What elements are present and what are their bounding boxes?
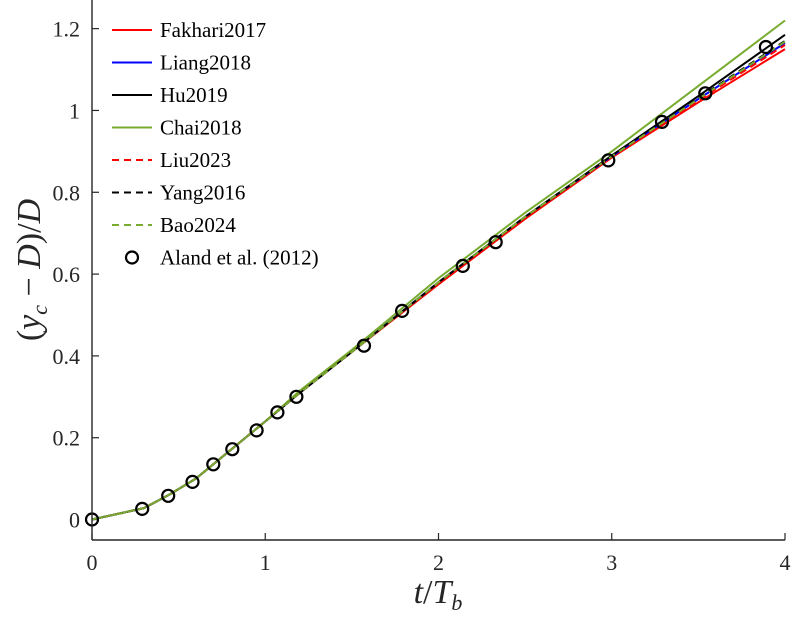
legend-label: Aland et al. (2012) bbox=[160, 246, 319, 270]
y-tick-label: 0.6 bbox=[53, 262, 81, 287]
legend-label: Fakhari2017 bbox=[160, 18, 266, 42]
data-point-marker bbox=[161, 488, 176, 503]
x-tick-label: 3 bbox=[606, 550, 617, 575]
data-point-marker bbox=[698, 86, 713, 101]
tick-labels: 0 1 2 3 4 0 0.2 0.4 0.6 0.8 1 1.2 bbox=[53, 17, 791, 575]
data-point-marker bbox=[455, 258, 470, 273]
legend-item: Liu2023 bbox=[112, 148, 231, 172]
x-tick-label: 1 bbox=[260, 550, 271, 575]
axis-ticks bbox=[91, 28, 786, 540]
legend-item: Fakhari2017 bbox=[112, 18, 266, 42]
x-tick-label: 2 bbox=[433, 550, 444, 575]
data-point-marker bbox=[270, 405, 285, 420]
data-point-marker bbox=[488, 235, 503, 250]
series-layer bbox=[84, 19, 786, 527]
x-tick-label: 4 bbox=[780, 550, 791, 575]
legend-label: Liu2023 bbox=[160, 148, 231, 172]
x-tick-label: 0 bbox=[87, 550, 98, 575]
y-axis-title: (yc − D)/D bbox=[11, 198, 52, 341]
legend-label: Bao2024 bbox=[160, 213, 236, 237]
x-axis-title: t/Tb bbox=[414, 574, 463, 615]
legend-label: Liang2018 bbox=[160, 51, 251, 75]
legend-label: Chai2018 bbox=[160, 116, 242, 140]
legend-item: Hu2019 bbox=[112, 83, 228, 107]
legend-item: Chai2018 bbox=[112, 116, 242, 140]
data-point-marker bbox=[395, 303, 410, 318]
legend-item: Bao2024 bbox=[112, 213, 236, 237]
legend-item: Liang2018 bbox=[112, 51, 251, 75]
data-point-marker bbox=[206, 457, 221, 472]
data-point-marker bbox=[654, 114, 670, 130]
data-point-marker bbox=[185, 474, 200, 489]
y-tick-label: 0.4 bbox=[53, 344, 81, 369]
legend-marker bbox=[124, 250, 140, 265]
data-point-marker bbox=[356, 338, 372, 353]
data-point-marker bbox=[225, 442, 240, 457]
legend-label: Yang2016 bbox=[160, 181, 245, 205]
data-point-marker bbox=[758, 39, 774, 55]
y-tick-label: 1 bbox=[69, 98, 80, 123]
y-tick-label: 0.2 bbox=[53, 426, 81, 451]
y-tick-label: 0.8 bbox=[53, 180, 81, 205]
legend-item: Aland et al. (2012) bbox=[124, 246, 319, 270]
data-point-marker bbox=[289, 389, 304, 404]
data-point-marker bbox=[601, 153, 616, 168]
data-point-marker bbox=[135, 501, 150, 516]
y-tick-label: 0 bbox=[69, 508, 80, 533]
y-tick-label: 1.2 bbox=[53, 17, 81, 42]
legend-item: Yang2016 bbox=[112, 181, 245, 205]
legend-label: Hu2019 bbox=[160, 83, 228, 107]
legend: Fakhari2017 Liang2018 Hu2019 Chai2018 Liu202… bbox=[112, 18, 319, 270]
data-point-marker bbox=[249, 423, 264, 438]
